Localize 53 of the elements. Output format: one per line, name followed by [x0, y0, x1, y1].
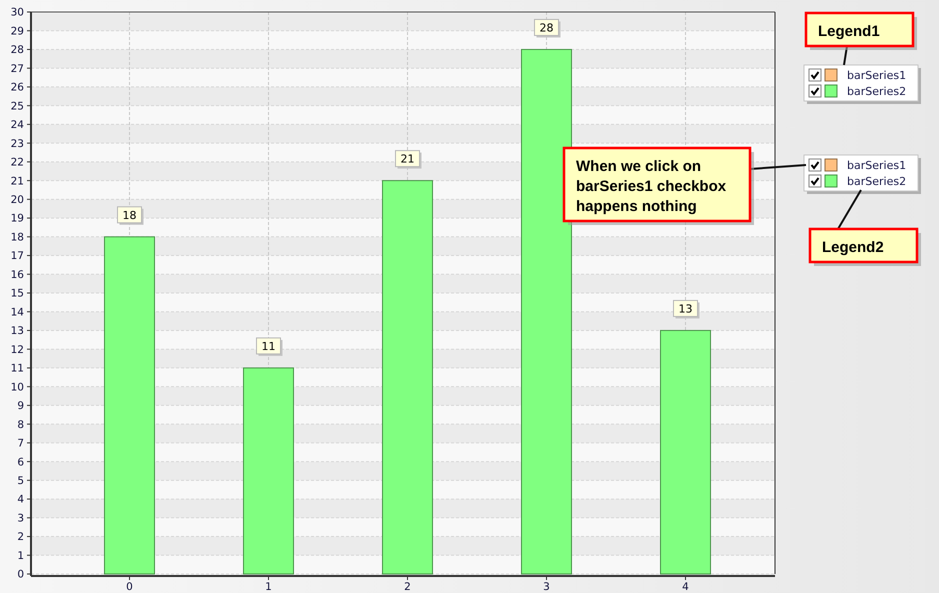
bar	[243, 367, 294, 574]
bar	[660, 330, 711, 574]
y-tick-label: 24	[10, 119, 24, 132]
data-label: 13	[678, 302, 692, 316]
x-tick-label: 0	[126, 581, 133, 593]
y-tick-label: 16	[10, 268, 24, 281]
y-tick-label: 19	[10, 212, 24, 225]
bar	[521, 48, 572, 574]
annotation: When we click on barSeries1 checkbox happens nothing	[576, 158, 727, 215]
x-tick-label: 2	[404, 581, 411, 593]
y-tick-label: 0	[17, 568, 24, 581]
y-tick-label: 28	[10, 44, 24, 56]
y-tick-label: 21	[10, 175, 24, 188]
y-tick-label: 13	[10, 325, 24, 338]
text: barSeries1	[847, 159, 906, 172]
y-tick-label: 17	[10, 250, 24, 262]
data-label: 11	[262, 340, 276, 353]
y-tick-label: 9	[17, 400, 24, 412]
data-label: 28	[540, 21, 554, 34]
y-tick-label: 3	[17, 512, 24, 524]
y-tick-label: 14	[10, 306, 24, 318]
y-tick-label: 6	[17, 456, 24, 468]
data-label: 21	[400, 152, 414, 166]
y-tick-label: 29	[10, 25, 24, 38]
y-tick-label: 27	[10, 62, 24, 75]
text: Legend2	[822, 239, 884, 256]
data-label: 18	[122, 208, 136, 222]
y-tick-label: 20	[10, 194, 24, 206]
bar	[382, 180, 433, 574]
y-tick-label: 8	[17, 418, 24, 431]
y-tick-label: 11	[10, 362, 24, 375]
y-tick-label: 4	[17, 494, 24, 506]
y-tick-label: 5	[17, 475, 24, 488]
bar	[104, 236, 155, 574]
text: Legend1	[818, 23, 880, 40]
y-tick-label: 2	[17, 531, 24, 544]
legend-label: barSeries2	[847, 85, 906, 98]
text: barSeries2	[847, 175, 906, 188]
y-tick-label: 12	[10, 344, 24, 356]
y-tick-label: 30	[10, 6, 24, 19]
y-tick-label: 23	[10, 138, 24, 150]
y-tick-label: 15	[10, 288, 24, 300]
x-tick-label: 1	[265, 581, 272, 593]
y-tick-label: 7	[17, 438, 24, 450]
y-tick-label: 26	[10, 82, 24, 94]
y-tick-label: 22	[10, 156, 24, 169]
y-tick-label: 18	[10, 231, 24, 244]
legend-label: barSeries1	[847, 69, 906, 82]
y-tick-label: 10	[10, 381, 24, 394]
y-tick-label: 1	[17, 550, 24, 562]
y-tick-label: 25	[10, 100, 24, 112]
x-tick-label: 3	[543, 581, 550, 593]
x-tick-label: 4	[682, 581, 690, 593]
